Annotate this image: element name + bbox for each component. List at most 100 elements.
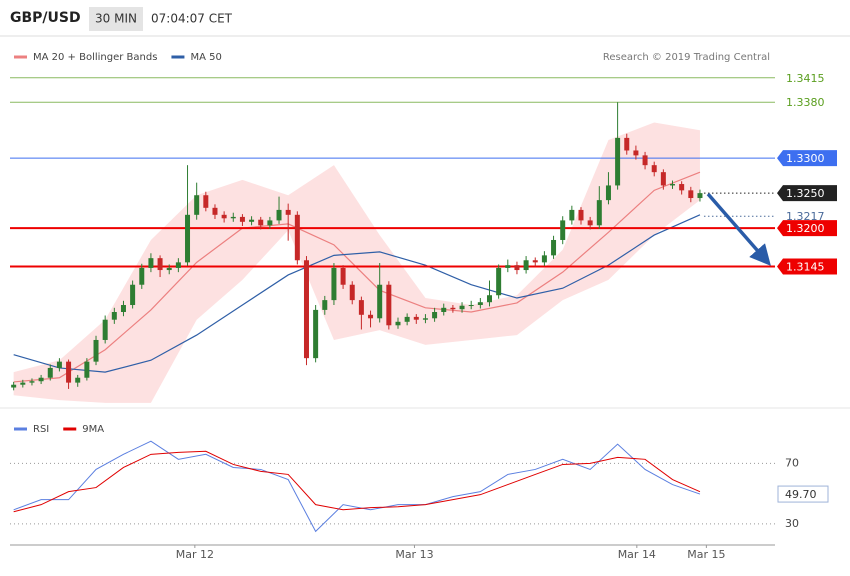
candle-body (331, 267, 337, 301)
candle-body (569, 209, 575, 221)
level-label: 1.3217 (786, 210, 825, 223)
x-tick-label: Mar 15 (687, 548, 725, 561)
candle-body (624, 137, 630, 151)
level-label: 1.3250 (786, 187, 825, 200)
candle-body (596, 200, 602, 226)
y-tick-label: 70 (785, 456, 799, 469)
candle-body (239, 216, 245, 222)
candle-body (20, 382, 26, 385)
forecast-arrow (706, 192, 771, 266)
level-label: 1.3200 (786, 222, 825, 235)
candle-body (551, 239, 557, 256)
candle-body (368, 314, 374, 319)
candle-body (230, 216, 236, 219)
candle-body (377, 284, 383, 319)
legend-label: MA 20 + Bollinger Bands (33, 52, 157, 63)
candle-body (294, 214, 300, 261)
candle-body (148, 258, 154, 268)
candle-body (523, 260, 529, 271)
candle-body (157, 258, 163, 271)
candle-body (203, 195, 209, 208)
candle-body (413, 316, 419, 320)
last-value-label: 49.70 (785, 488, 817, 501)
candle-body (185, 214, 191, 263)
source: Research © 2019 Trading Central (603, 52, 770, 63)
candle-body (139, 267, 145, 285)
ma-line (13, 171, 701, 383)
candle-body (93, 339, 99, 362)
legend-label: MA 50 (190, 52, 221, 63)
level-label-box (777, 185, 837, 202)
candle-body (578, 209, 584, 221)
candle-body (651, 165, 657, 173)
candle-body (459, 305, 465, 310)
candle-body (56, 361, 62, 368)
legend-label: RSI (33, 424, 49, 435)
time: 07:04:07 CET (151, 12, 233, 26)
candle-body (38, 377, 44, 382)
candle-body (670, 184, 676, 186)
candle-body (276, 209, 282, 221)
candle-body (505, 265, 511, 268)
last-value-box (777, 485, 829, 503)
candle-body (340, 267, 346, 285)
candle-body (560, 220, 566, 240)
level-label-box (777, 258, 837, 275)
x-tick-label: Mar 13 (395, 548, 433, 561)
candle-body (166, 267, 172, 271)
candle-body (514, 265, 520, 271)
candle-body (660, 172, 666, 186)
candle-body (303, 260, 309, 359)
candle-body (697, 193, 703, 199)
symbol: GBP/USD (10, 10, 81, 26)
candle-body (322, 300, 328, 310)
candle-body (29, 381, 35, 383)
legend-label: 9MA (82, 424, 104, 435)
candle-body (258, 219, 264, 226)
candle-body (688, 190, 694, 199)
candle-body (395, 321, 401, 326)
candle-body (75, 377, 81, 383)
candle-body (615, 137, 621, 186)
candle-body (633, 150, 639, 156)
candle-body (285, 209, 291, 215)
candle-body (386, 284, 392, 326)
candle-body (313, 309, 319, 359)
candle-body (496, 267, 502, 296)
indicator-line (13, 450, 701, 513)
candle-body (111, 312, 117, 320)
candle-body (349, 284, 355, 301)
candle-body (11, 384, 17, 388)
candle-body (642, 155, 648, 166)
candle-body (404, 316, 410, 322)
indicator-line (13, 440, 701, 533)
candle-body (47, 367, 53, 378)
candle-body (541, 255, 547, 263)
candle-body (212, 207, 218, 215)
x-tick-label: Mar 14 (618, 548, 656, 561)
candle-body (679, 184, 685, 191)
candle-body (249, 219, 255, 222)
candle-body (267, 220, 273, 226)
candle-body (441, 307, 447, 313)
x-tick-label: Mar 12 (176, 548, 214, 561)
candle-body (477, 302, 483, 306)
candle-body (102, 319, 108, 340)
candle-body (84, 361, 90, 378)
level-label-box (777, 150, 837, 167)
candle-body (532, 260, 538, 263)
candle-body (130, 284, 136, 306)
interval: 30 MIN (95, 12, 137, 26)
level-label-box (777, 220, 837, 237)
level-label: 1.3415 (786, 72, 825, 85)
candle-body (587, 220, 593, 226)
y-tick-label: 30 (785, 517, 799, 530)
ma-line (13, 214, 701, 373)
candle-body (194, 195, 200, 215)
candle-body (432, 312, 438, 319)
candle-body (221, 214, 227, 219)
level-label: 1.3380 (786, 96, 825, 109)
interval-box (89, 7, 143, 31)
candle-body (120, 305, 126, 313)
